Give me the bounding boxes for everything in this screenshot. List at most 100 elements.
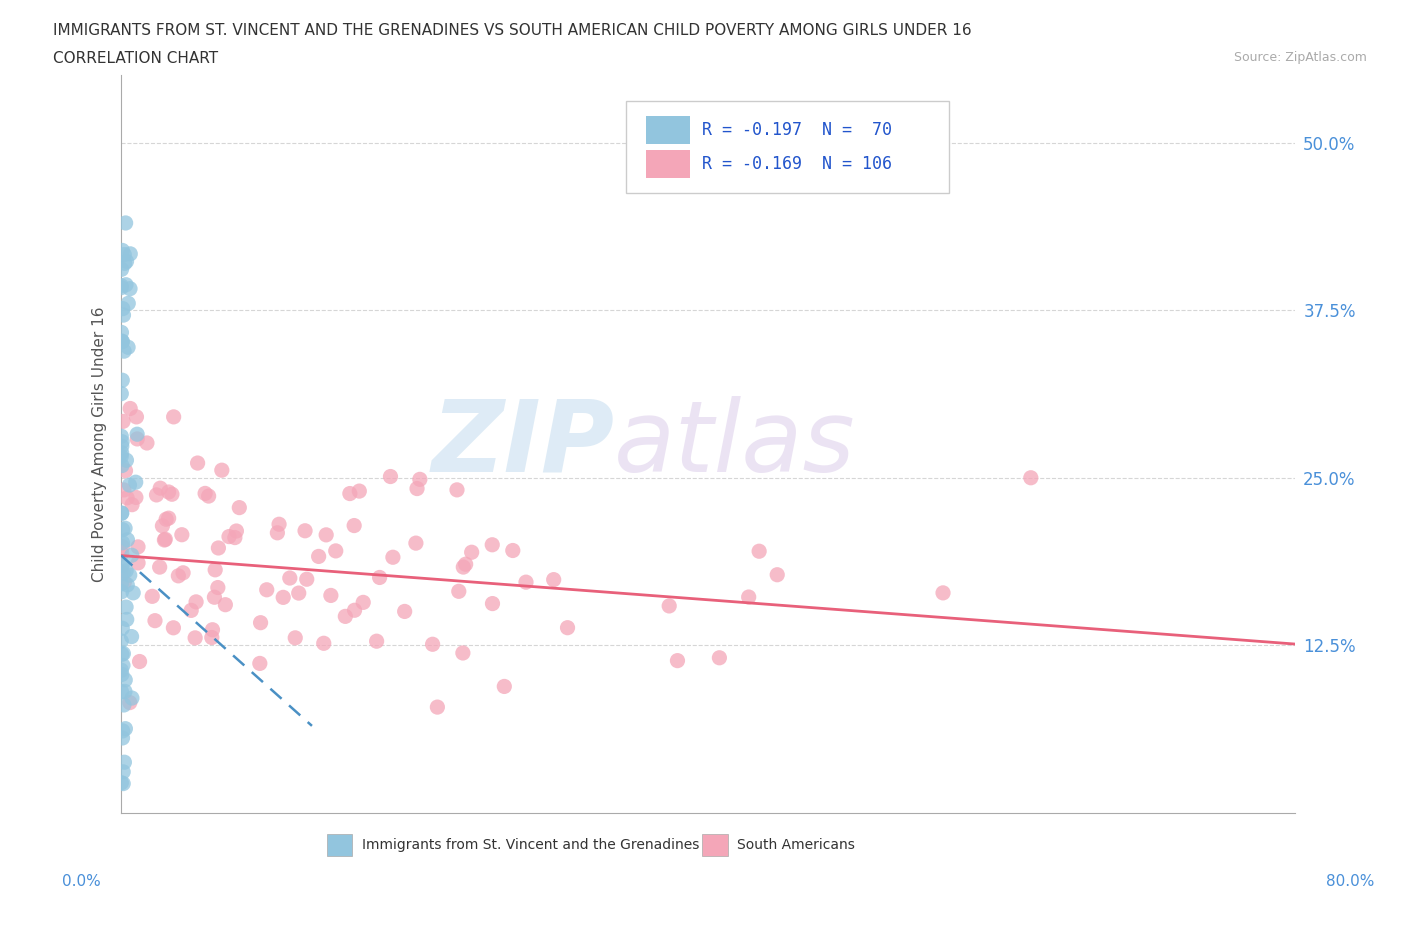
- Point: [110, 262, 132, 277]
- Point: [125, 475, 148, 490]
- Point: [111, 724, 134, 738]
- Point: [112, 344, 135, 359]
- Point: [368, 570, 391, 585]
- Point: [737, 590, 759, 604]
- Point: [114, 722, 136, 737]
- Point: [160, 486, 183, 501]
- Point: [932, 585, 955, 600]
- Point: [170, 527, 193, 542]
- Point: [112, 414, 135, 429]
- Text: 80.0%: 80.0%: [1326, 874, 1374, 889]
- Point: [121, 498, 143, 512]
- Point: [352, 595, 374, 610]
- Point: [111, 445, 134, 460]
- Point: [128, 654, 150, 669]
- Point: [211, 463, 233, 478]
- Point: [155, 512, 177, 526]
- Point: [115, 490, 138, 505]
- FancyBboxPatch shape: [626, 101, 949, 193]
- Point: [422, 637, 444, 652]
- Point: [453, 560, 475, 575]
- Point: [502, 543, 524, 558]
- Point: [111, 373, 134, 388]
- Point: [110, 776, 132, 790]
- Point: [112, 646, 135, 661]
- Point: [110, 684, 132, 699]
- Point: [111, 523, 134, 538]
- Point: [157, 511, 180, 525]
- Point: [204, 563, 226, 578]
- Point: [115, 600, 138, 615]
- Point: [125, 409, 148, 424]
- Point: [481, 538, 503, 552]
- Point: [184, 631, 207, 645]
- Point: [406, 481, 429, 496]
- Point: [308, 549, 330, 564]
- Point: [111, 536, 134, 551]
- Point: [184, 594, 207, 609]
- Point: [287, 586, 309, 601]
- Point: [187, 456, 209, 471]
- Point: [167, 568, 190, 583]
- Point: [366, 633, 388, 648]
- Text: 0.0%: 0.0%: [62, 874, 101, 889]
- Point: [278, 571, 301, 586]
- Point: [112, 483, 135, 498]
- Point: [112, 698, 135, 712]
- Point: [125, 490, 148, 505]
- Point: [118, 695, 141, 710]
- Point: [114, 256, 136, 271]
- Point: [141, 589, 163, 604]
- Point: [120, 401, 142, 416]
- Point: [204, 590, 226, 604]
- Point: [122, 585, 145, 600]
- Point: [143, 613, 166, 628]
- Point: [110, 663, 132, 678]
- Bar: [645, 150, 690, 178]
- Point: [194, 486, 217, 501]
- Point: [112, 777, 135, 791]
- Point: [349, 484, 371, 498]
- Point: [111, 584, 134, 599]
- Point: [111, 658, 134, 672]
- Point: [343, 603, 366, 618]
- Point: [394, 604, 416, 618]
- Point: [295, 572, 318, 587]
- Point: [111, 539, 134, 554]
- Point: [405, 536, 427, 551]
- Bar: [326, 833, 353, 856]
- Text: ZIP: ZIP: [432, 396, 614, 493]
- Point: [127, 427, 149, 442]
- Point: [266, 525, 288, 540]
- Point: [343, 518, 366, 533]
- Point: [256, 582, 278, 597]
- Point: [114, 216, 136, 231]
- Point: [111, 731, 134, 746]
- Point: [121, 548, 143, 563]
- Point: [180, 603, 202, 618]
- Point: [381, 550, 404, 565]
- Point: [149, 560, 172, 575]
- Point: [155, 532, 177, 547]
- Point: [110, 278, 132, 293]
- Point: [294, 524, 316, 538]
- Point: [111, 646, 134, 661]
- Point: [112, 764, 135, 779]
- Point: [426, 699, 449, 714]
- Point: [110, 449, 132, 464]
- Point: [118, 281, 141, 296]
- Point: [136, 435, 159, 450]
- Point: [201, 622, 224, 637]
- Point: [111, 434, 134, 449]
- Point: [224, 530, 246, 545]
- Point: [114, 672, 136, 687]
- Point: [112, 575, 135, 590]
- Point: [748, 544, 770, 559]
- Point: [112, 755, 135, 770]
- Point: [111, 439, 134, 454]
- Point: [114, 684, 136, 698]
- Text: South Americans: South Americans: [737, 838, 855, 852]
- Point: [112, 308, 135, 323]
- Point: [214, 597, 236, 612]
- Point: [121, 629, 143, 644]
